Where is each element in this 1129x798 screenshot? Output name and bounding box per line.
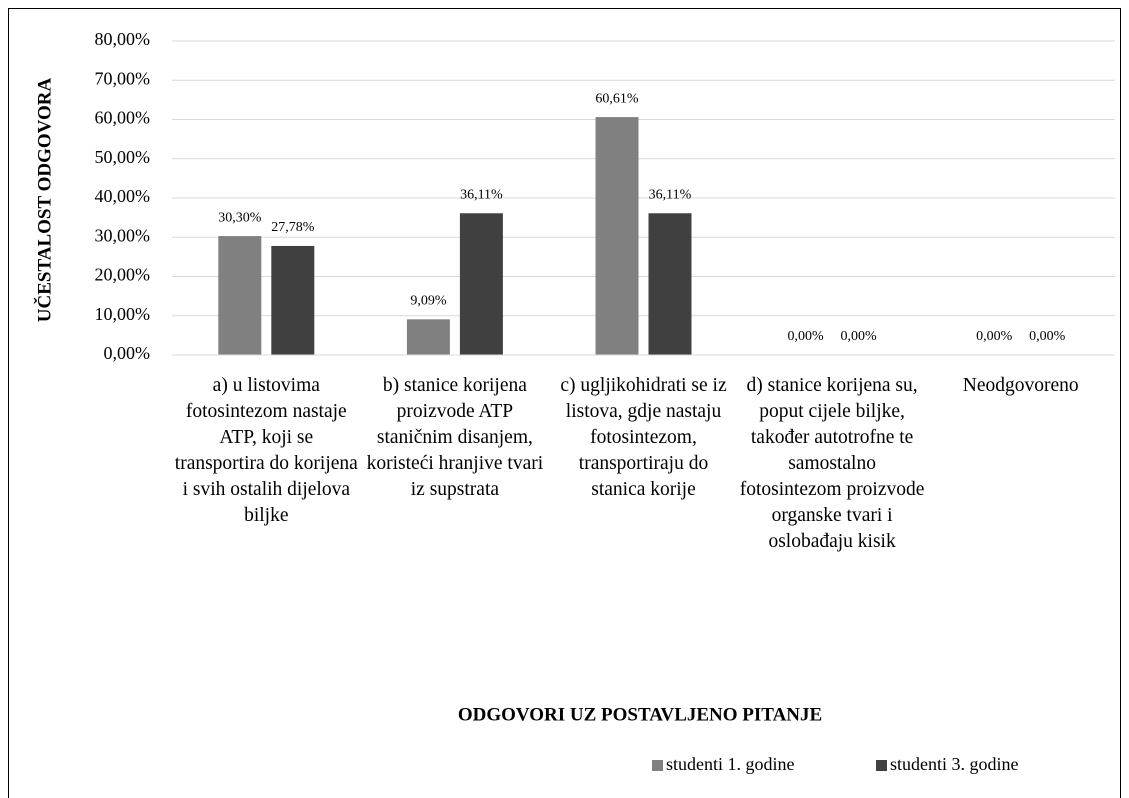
bar bbox=[459, 213, 503, 355]
legend-label: studenti 1. godine bbox=[666, 754, 795, 774]
y-tick-label: 10,00% bbox=[95, 304, 151, 324]
y-tick-label: 70,00% bbox=[95, 68, 151, 88]
bar bbox=[595, 117, 639, 356]
y-axis-title: UČESTALOST ODGOVORA bbox=[33, 78, 55, 323]
value-label: 30,30% bbox=[218, 210, 262, 225]
value-label: 36,11% bbox=[460, 187, 503, 202]
x-tick-label: Neodgovoreno bbox=[962, 375, 1079, 396]
bar bbox=[406, 319, 450, 355]
y-tick-label: 30,00% bbox=[95, 225, 151, 245]
legend-label: studenti 3. godine bbox=[890, 754, 1019, 774]
value-label: 0,00% bbox=[788, 329, 825, 344]
bar bbox=[218, 236, 262, 355]
x-tick-label: b) stanice korijena proizvode ATP stanič… bbox=[366, 375, 544, 500]
x-tick-label: c) ugljikohidrati se iz listova, gdje na… bbox=[560, 375, 727, 500]
legend-swatch bbox=[876, 760, 887, 771]
x-tick-label: d) stanice korijena su, poput cijele bil… bbox=[739, 375, 925, 552]
legend-swatch bbox=[652, 760, 663, 771]
y-tick-label: 60,00% bbox=[95, 108, 151, 128]
value-label: 9,09% bbox=[410, 294, 447, 309]
x-axis-title: ODGOVORI UZ POSTAVLJENO PITANJE bbox=[458, 704, 822, 725]
y-tick-label: 50,00% bbox=[95, 147, 151, 167]
bar bbox=[271, 245, 315, 355]
x-tick-label: a) u listovima fotosintezom nastaje ATP,… bbox=[174, 375, 358, 526]
y-tick-label: 40,00% bbox=[95, 186, 151, 206]
value-label: 60,61% bbox=[595, 91, 639, 106]
value-label: 0,00% bbox=[1029, 329, 1066, 344]
bar bbox=[648, 213, 692, 355]
value-label: 0,00% bbox=[976, 329, 1013, 344]
frame bbox=[8, 8, 1121, 798]
y-tick-label: 80,00% bbox=[95, 29, 151, 49]
value-label: 36,11% bbox=[649, 187, 692, 202]
y-tick-label: 0,00% bbox=[104, 343, 151, 363]
y-tick-label: 20,00% bbox=[95, 265, 151, 285]
value-label: 27,78% bbox=[271, 220, 315, 235]
value-label: 0,00% bbox=[841, 329, 878, 344]
